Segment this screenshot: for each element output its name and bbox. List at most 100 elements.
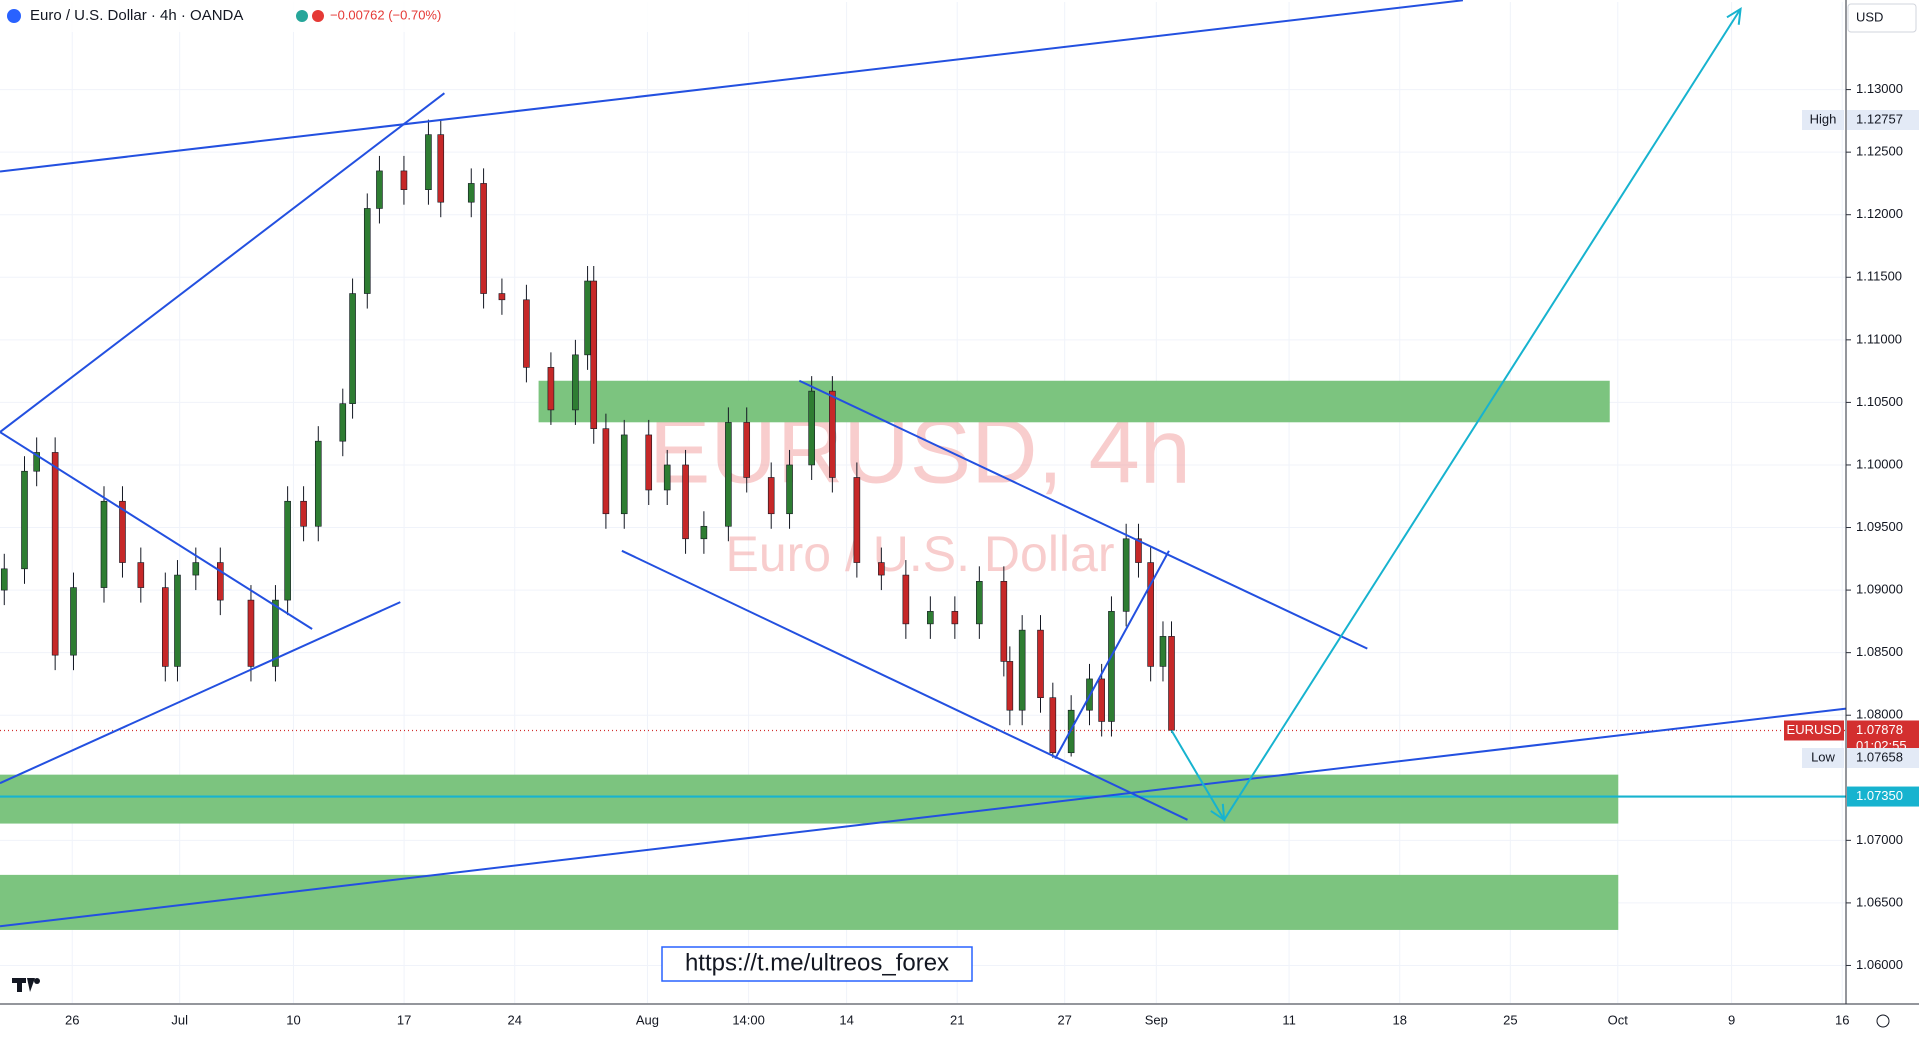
candle-body <box>1037 629 1044 698</box>
settings-icon[interactable] <box>1876 1014 1890 1028</box>
candle-body <box>70 587 77 656</box>
candle-body <box>467 183 475 203</box>
trendline <box>0 431 313 630</box>
x-tick-label: 14:00 <box>732 1012 765 1027</box>
currency-button[interactable] <box>1847 3 1917 33</box>
price-label: 1.07350 <box>1856 788 1903 803</box>
x-tick-label: 18 <box>1392 1012 1406 1027</box>
candle-body <box>437 134 445 203</box>
x-tick-label: Aug <box>636 1012 659 1027</box>
x-tick-label: 16 <box>1835 1012 1849 1027</box>
price-label: 1.07878 <box>1856 722 1903 737</box>
candle-body <box>808 390 815 466</box>
candle-body <box>725 422 732 527</box>
candle-body <box>902 574 910 625</box>
currency[interactable]: USD <box>1856 9 1883 24</box>
candle-body <box>174 574 181 667</box>
y-tick-label: 1.12500 <box>1856 144 1903 159</box>
zone <box>0 874 1619 930</box>
trendline <box>798 379 1368 650</box>
price-label: 1.07658 <box>1856 749 1903 764</box>
x-tick-label: Sep <box>1145 1012 1168 1027</box>
candle-body <box>767 477 775 515</box>
y-tick-label: 1.09500 <box>1856 519 1903 534</box>
y-tick-label: 1.11500 <box>1856 269 1902 284</box>
candle-body <box>1168 636 1175 731</box>
zone <box>0 774 1619 824</box>
candle-body <box>400 170 408 190</box>
candle-body <box>376 170 383 209</box>
candle-body <box>363 208 371 294</box>
logo <box>12 978 40 992</box>
candle-body <box>829 390 836 478</box>
x-tick-label: 10 <box>286 1012 300 1027</box>
x-tick-label: 26 <box>65 1012 79 1027</box>
candle-body <box>743 422 751 478</box>
candle-body <box>786 464 793 515</box>
price-label-name-box <box>1802 109 1844 130</box>
candle-body <box>878 562 885 576</box>
candle-body <box>976 581 983 625</box>
y-tick-label: 1.10000 <box>1856 456 1903 471</box>
candle-body <box>0 568 8 591</box>
link-box[interactable] <box>661 946 973 982</box>
price-label-name-box <box>1784 720 1844 741</box>
candle-body <box>247 599 255 667</box>
symbol-icon <box>7 9 21 23</box>
y-tick-label: 1.06000 <box>1856 957 1903 972</box>
y-tick-label: 1.11000 <box>1856 331 1902 346</box>
candle-body <box>584 280 591 356</box>
trendline <box>621 549 1188 821</box>
trendline <box>0 0 1464 173</box>
candle-body <box>663 464 671 491</box>
trendline <box>1054 550 1170 760</box>
candle-body <box>314 440 322 527</box>
link[interactable]: https://t.me/ultreos_forex <box>685 949 949 976</box>
candle-body <box>272 599 279 667</box>
candle-body <box>853 477 861 563</box>
candle-body <box>1122 538 1130 612</box>
candle-body <box>425 134 432 190</box>
price-label-name: High <box>1810 111 1837 126</box>
price-label: 1.12757 <box>1856 111 1903 126</box>
candle-body <box>137 562 145 588</box>
x-tick-label: 27 <box>1057 1012 1071 1027</box>
x-tick-label: 11 <box>1282 1012 1296 1027</box>
candle-body <box>1049 697 1057 754</box>
drawings <box>0 0 1847 928</box>
trendline <box>0 601 401 785</box>
candle-body <box>498 293 506 301</box>
candle-body <box>1135 538 1142 563</box>
candle-body <box>51 452 59 656</box>
y-tick-label: 1.10500 <box>1856 394 1903 409</box>
x-tick-label: 9 <box>1728 1012 1735 1027</box>
price-label-name: EURUSD <box>1787 722 1842 737</box>
candle-body <box>119 500 126 563</box>
zone <box>538 380 1610 423</box>
y-tick-label: 1.08000 <box>1856 707 1903 722</box>
candle-body <box>284 500 291 601</box>
candle-body <box>1147 562 1154 667</box>
candle-body <box>192 562 200 576</box>
candle-body <box>700 525 708 540</box>
zones <box>0 380 1619 930</box>
y-tick-label: 1.12000 <box>1856 206 1903 221</box>
change: −0.00762 (−0.70%) <box>330 7 441 22</box>
candle-body <box>927 611 934 625</box>
y-tick-label: 1.08500 <box>1856 644 1903 659</box>
candle-body <box>300 500 307 527</box>
candle-body <box>602 428 610 515</box>
candle-body <box>1018 629 1026 711</box>
trendline <box>0 707 1847 928</box>
x-tick-label: 17 <box>397 1012 411 1027</box>
candle-body <box>523 299 530 368</box>
watermark-subtitle: Euro / U.S. Dollar <box>725 526 1114 582</box>
symbol[interactable]: Euro / U.S. Dollar · 4h · OANDA <box>30 7 243 24</box>
x-tick-label: Jul <box>171 1012 188 1027</box>
price-label-box <box>1847 748 1919 769</box>
candle-body <box>951 611 959 625</box>
price-label-name-box <box>1802 748 1844 769</box>
candle-body <box>645 434 653 491</box>
candle-body <box>216 562 224 601</box>
